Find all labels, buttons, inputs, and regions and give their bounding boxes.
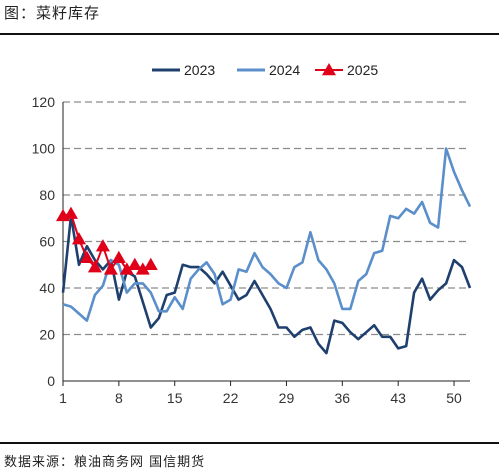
x-tick-label: 8 [115,390,123,406]
x-tick-label: 15 [167,390,183,406]
marker-2025-2 [63,206,78,219]
grid-lines [63,101,470,336]
marker-2025-10 [127,257,142,270]
y-tick-label: 80 [39,187,55,203]
legend-marker-2025 [322,63,336,76]
y-tick-label: 100 [32,141,56,157]
y-tick-label: 20 [39,327,55,343]
marker-2025-5 [87,260,102,273]
x-tick-label: 43 [390,390,406,406]
y-tick-label: 120 [32,94,56,110]
legend: 2023 2024 2025 [152,62,378,78]
marker-2025-9 [119,262,134,275]
y-tick-label: 60 [39,234,55,250]
x-tick-label: 50 [446,390,462,406]
marker-2025-6 [95,239,110,252]
chart-title: 图：菜籽库存 [4,4,101,22]
marker-2025-7 [103,262,118,275]
data-source-note: 数据来源：粮油商务网 国信期货 [4,455,206,470]
top-divider [0,33,499,35]
series-lines [56,147,472,355]
legend-label-2025: 2025 [347,62,378,78]
series-2025 [56,206,158,275]
marker-2025-12 [143,257,158,270]
series-line-2024 [62,147,472,322]
legend-label-2023: 2023 [184,62,215,78]
x-tick-label: 22 [223,390,239,406]
axes: 0 20 40 60 80 100 120 1 8 15 22 29 36 43 50 [32,94,470,406]
y-tick-label: 40 [39,280,55,296]
x-tick-label: 36 [335,390,351,406]
marker-2025-8 [111,250,126,264]
series-2024 [62,147,472,322]
x-tick-label: 29 [279,390,295,406]
marker-2025-3 [71,232,86,245]
y-tick-label: 0 [47,373,55,389]
bottom-divider [0,442,499,444]
legend-label-2024: 2024 [269,62,300,78]
x-tick-label: 1 [59,390,67,406]
marker-2025-4 [79,250,94,264]
marker-2025-11 [135,262,150,275]
